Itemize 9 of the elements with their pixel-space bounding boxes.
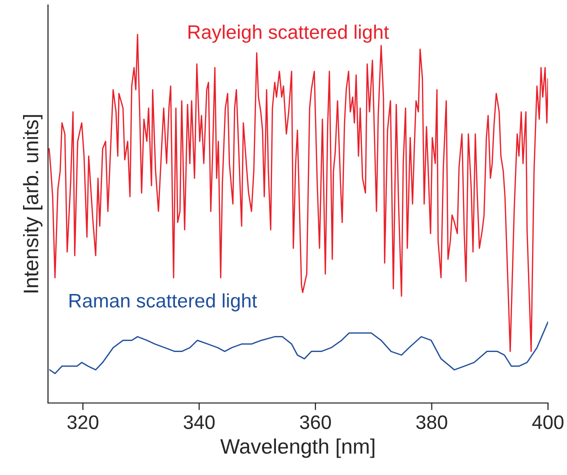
x-tick-label: 400 (532, 415, 564, 430)
series-label: Rayleigh scattered light (188, 24, 389, 43)
x-tick-label: 360 (300, 415, 331, 430)
y-axis-title: Intensity [arb. units] (23, 115, 42, 292)
x-tick-label: 320 (67, 415, 98, 430)
series-label: Raman scattered light (70, 293, 257, 312)
x-axis-title: Wavelength [nm] (220, 438, 374, 458)
x-tick-label: 380 (416, 415, 448, 430)
x-tick-label: 340 (184, 415, 215, 430)
